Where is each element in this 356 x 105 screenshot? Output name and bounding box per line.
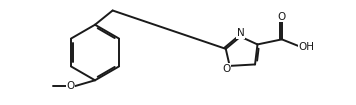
Text: O: O [278,12,286,22]
Text: O: O [67,81,75,91]
Text: N: N [237,28,245,38]
Text: O: O [222,64,230,74]
Text: OH: OH [299,42,315,52]
